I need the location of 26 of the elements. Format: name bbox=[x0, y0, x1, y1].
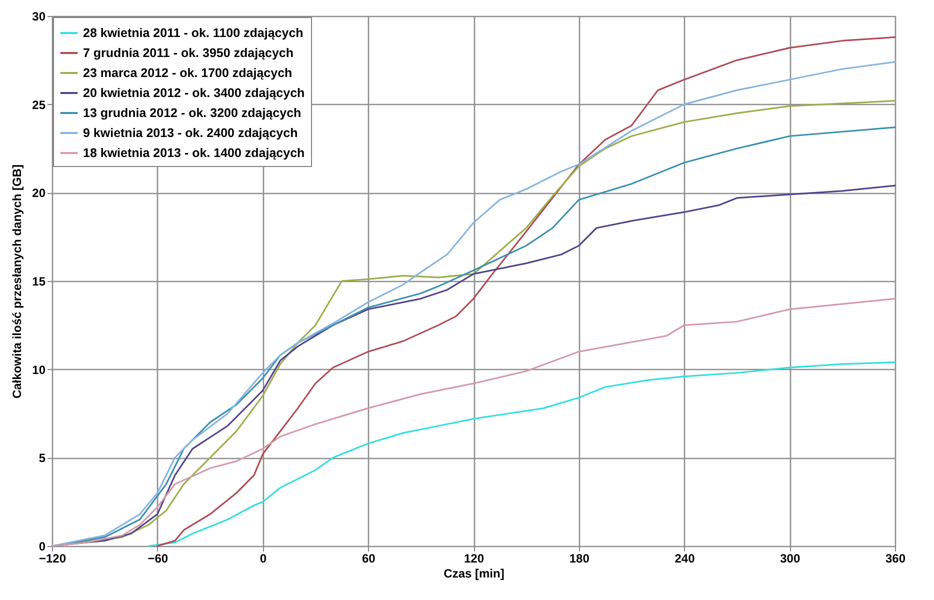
x-tick-label: 180 bbox=[569, 552, 590, 566]
x-tick-label: −120 bbox=[38, 552, 66, 566]
y-tick-label: 25 bbox=[32, 98, 46, 112]
y-tick-label: 20 bbox=[32, 186, 46, 200]
y-tick-label: 30 bbox=[32, 10, 46, 24]
x-tick-label: 120 bbox=[464, 552, 484, 566]
y-tick-label: 15 bbox=[32, 274, 46, 288]
x-tick-label: 360 bbox=[885, 552, 906, 566]
x-axis-title: Czas [min] bbox=[444, 566, 504, 580]
y-tick-label: 0 bbox=[38, 540, 46, 554]
x-tick-label: 0 bbox=[260, 552, 267, 566]
line-series bbox=[148, 361, 896, 547]
legend-label: 13 grudnia 2012 - ok. 3200 zdających bbox=[83, 106, 302, 120]
legend-label: 18 kwietnia 2013 - ok. 1400 zdających bbox=[83, 146, 305, 160]
y-axis-title: Całkowita ilość przesłanych danych [GB] bbox=[10, 164, 24, 399]
legend-label: 7 grudnia 2011 - ok. 3950 zdających bbox=[83, 46, 294, 60]
legend-label: 23 marca 2012 - ok. 1700 zdających bbox=[83, 66, 292, 80]
x-tick-label: 300 bbox=[780, 552, 800, 566]
x-tick-label: −60 bbox=[148, 552, 168, 566]
legend-label: 9 kwietnia 2013 - ok. 2400 zdających bbox=[83, 126, 298, 140]
y-tick-label: 10 bbox=[32, 362, 46, 377]
x-tick-label: 60 bbox=[362, 552, 376, 566]
y-tick-label: 5 bbox=[38, 451, 46, 466]
legend-label: 20 kwietnia 2012 - ok. 3400 zdających bbox=[83, 86, 305, 100]
x-tick-label: 240 bbox=[674, 552, 696, 566]
legend-label: 28 kwietnia 2011 - ok. 1100 zdających bbox=[83, 26, 304, 40]
